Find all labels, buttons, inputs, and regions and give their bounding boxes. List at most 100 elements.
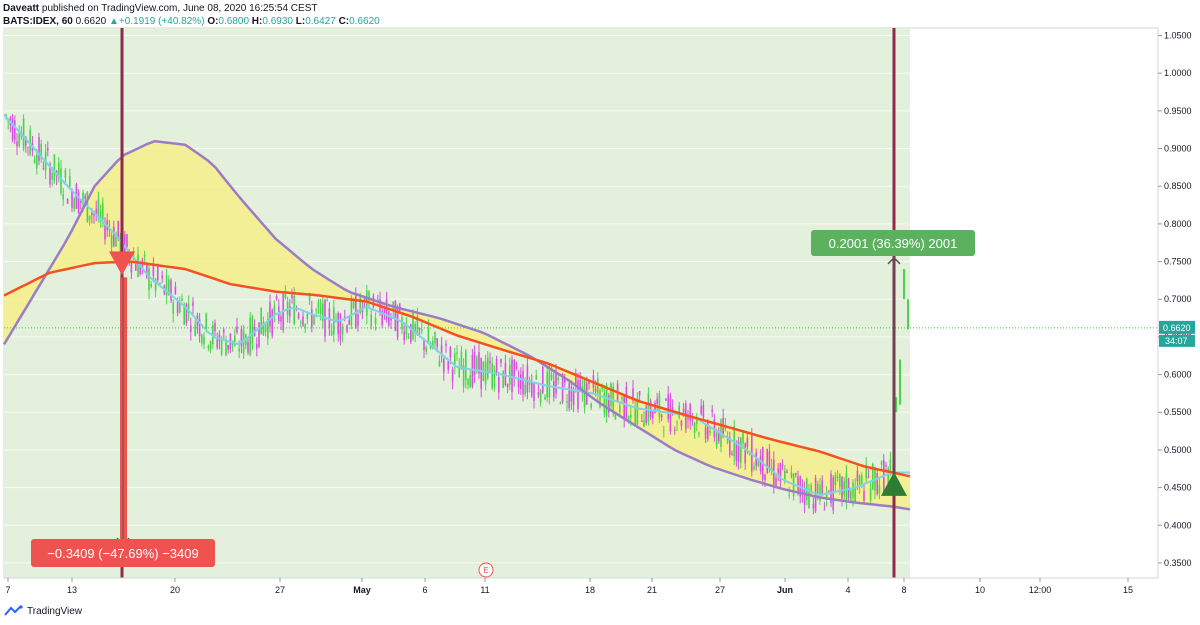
candle-body[interactable] bbox=[445, 343, 447, 346]
candle-body[interactable] bbox=[40, 143, 42, 159]
candle-body[interactable] bbox=[726, 436, 729, 443]
candle-body[interactable] bbox=[636, 398, 639, 425]
candle-body[interactable] bbox=[790, 472, 793, 478]
candle-body[interactable] bbox=[887, 468, 889, 486]
candle-body[interactable] bbox=[460, 351, 463, 370]
candle-body[interactable] bbox=[368, 291, 370, 302]
candle-body[interactable] bbox=[757, 460, 760, 467]
candle-body[interactable] bbox=[795, 473, 797, 475]
candle-body[interactable] bbox=[570, 386, 573, 402]
candle-body[interactable] bbox=[627, 416, 630, 422]
candle-body[interactable] bbox=[179, 301, 181, 312]
candle-body[interactable] bbox=[555, 370, 557, 394]
candle-body[interactable] bbox=[495, 358, 498, 375]
candle-body[interactable] bbox=[632, 388, 634, 398]
candle-body[interactable] bbox=[14, 120, 16, 140]
candle-body[interactable] bbox=[599, 390, 601, 408]
candle-body[interactable] bbox=[665, 398, 667, 401]
candle-body[interactable] bbox=[676, 422, 678, 424]
candle-body[interactable] bbox=[438, 361, 441, 367]
candle-body[interactable] bbox=[841, 476, 843, 499]
candle-body[interactable] bbox=[317, 302, 320, 309]
candle-body[interactable] bbox=[861, 475, 863, 485]
candle-body[interactable] bbox=[223, 329, 225, 333]
candle-body[interactable] bbox=[29, 129, 31, 155]
candle-body[interactable] bbox=[256, 343, 258, 349]
candle-body[interactable] bbox=[766, 448, 768, 474]
candle-body[interactable] bbox=[359, 294, 361, 313]
candle-body[interactable] bbox=[113, 226, 115, 246]
candle-body[interactable] bbox=[623, 395, 625, 420]
candle-body[interactable] bbox=[674, 429, 676, 431]
candle-body[interactable] bbox=[722, 417, 724, 438]
candle-body[interactable] bbox=[559, 402, 562, 404]
candle-body[interactable] bbox=[11, 118, 14, 141]
candle-body[interactable] bbox=[443, 358, 445, 373]
candle-body[interactable] bbox=[608, 395, 610, 413]
candle-body[interactable] bbox=[315, 309, 317, 311]
candle-body[interactable] bbox=[49, 164, 51, 185]
candle-body[interactable] bbox=[216, 339, 218, 348]
candle-body[interactable] bbox=[201, 334, 203, 344]
candle-body[interactable] bbox=[564, 378, 566, 383]
candle-body[interactable] bbox=[170, 280, 172, 301]
candle-body[interactable] bbox=[506, 383, 509, 387]
candle-body[interactable] bbox=[427, 328, 430, 343]
candle-body[interactable] bbox=[152, 264, 155, 276]
candle-body[interactable] bbox=[852, 482, 854, 498]
candle-body[interactable] bbox=[456, 352, 458, 354]
candle-body[interactable] bbox=[22, 118, 25, 150]
candle-body[interactable] bbox=[473, 351, 476, 375]
candle-body[interactable] bbox=[304, 324, 306, 328]
candle-body[interactable] bbox=[557, 377, 559, 381]
candle-body[interactable] bbox=[381, 310, 383, 326]
candle-body[interactable] bbox=[531, 381, 533, 396]
candle-body[interactable] bbox=[148, 268, 150, 291]
candle-body[interactable] bbox=[418, 328, 421, 330]
candle-body[interactable] bbox=[663, 429, 665, 431]
candle-body[interactable] bbox=[803, 489, 806, 505]
candle-body[interactable] bbox=[330, 330, 333, 335]
candle-body[interactable] bbox=[579, 380, 581, 390]
candle-body[interactable] bbox=[436, 338, 438, 347]
candle-body[interactable] bbox=[839, 474, 841, 488]
candle-body[interactable] bbox=[159, 283, 161, 285]
candle-body[interactable] bbox=[876, 473, 878, 495]
candle-body[interactable] bbox=[480, 357, 482, 389]
candle-body[interactable] bbox=[542, 366, 544, 393]
candle-body[interactable] bbox=[47, 147, 49, 151]
candle-body[interactable] bbox=[126, 234, 128, 247]
candle-body[interactable] bbox=[95, 208, 97, 215]
candle-body[interactable] bbox=[165, 275, 168, 296]
candle-body[interactable] bbox=[572, 390, 575, 406]
candle-body[interactable] bbox=[185, 303, 188, 324]
earnings-marker-icon[interactable] bbox=[478, 562, 494, 578]
candle-body[interactable] bbox=[421, 329, 423, 331]
candle-body[interactable] bbox=[390, 317, 392, 321]
candle-body[interactable] bbox=[660, 414, 663, 418]
candle-body[interactable] bbox=[326, 300, 328, 302]
candle-body[interactable] bbox=[269, 302, 271, 327]
candle-body[interactable] bbox=[137, 254, 139, 278]
candle-body[interactable] bbox=[227, 345, 229, 350]
candle-body[interactable] bbox=[275, 296, 278, 300]
candle-body[interactable] bbox=[526, 365, 529, 393]
candle-body[interactable] bbox=[682, 408, 685, 415]
candle-body[interactable] bbox=[493, 370, 496, 387]
candle-body[interactable] bbox=[553, 381, 555, 398]
candle-body[interactable] bbox=[434, 332, 436, 344]
candle-body[interactable] bbox=[594, 388, 597, 392]
candle-body[interactable] bbox=[698, 432, 700, 434]
buy-signal-triangle-icon[interactable] bbox=[881, 471, 907, 496]
candle-body[interactable] bbox=[643, 419, 645, 427]
candle-body[interactable] bbox=[713, 419, 716, 438]
candle-body[interactable] bbox=[680, 420, 683, 427]
candle-body[interactable] bbox=[66, 198, 69, 204]
candle-body[interactable] bbox=[234, 335, 236, 346]
sell-signal-triangle-icon[interactable] bbox=[109, 251, 135, 276]
candle-body[interactable] bbox=[895, 397, 897, 413]
candle-body[interactable] bbox=[781, 464, 784, 466]
candle-body[interactable] bbox=[451, 369, 454, 382]
candle-body[interactable] bbox=[907, 299, 909, 330]
candle-body[interactable] bbox=[777, 468, 779, 474]
